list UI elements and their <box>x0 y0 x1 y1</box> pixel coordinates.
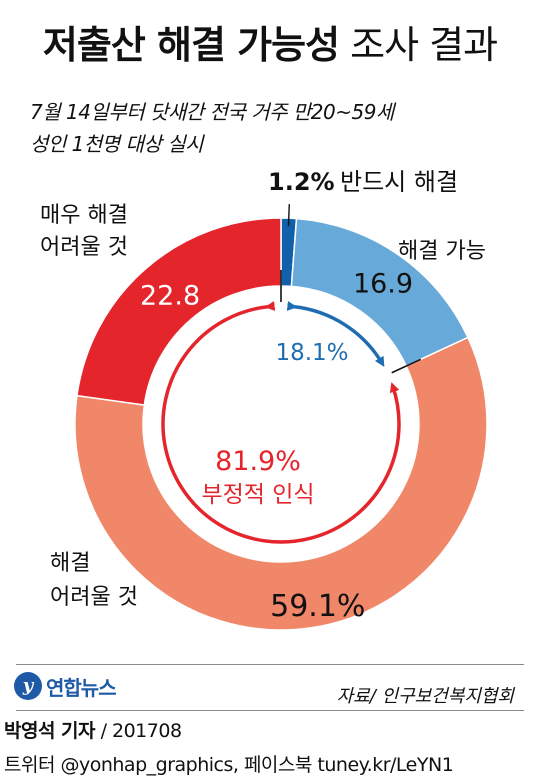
yonhap-logo: y 연합뉴스 <box>14 670 144 704</box>
slice-label-definitely-solvable: 반드시 해결 <box>340 168 458 196</box>
slice-value-hard: 59.1% <box>270 589 365 624</box>
slice-value-definitely-solvable: 1.2% <box>268 168 335 196</box>
title-sub: 조사 결과 <box>350 23 498 67</box>
byline: 박영석 기자 / 201708 <box>4 716 182 743</box>
yonhap-logo-text: 연합뉴스 <box>46 676 117 700</box>
source-note: 자료/ 인구보건복지협회 <box>336 686 514 707</box>
donut-slices <box>74 217 488 631</box>
donut-overlay <box>161 204 422 544</box>
slice-hard <box>74 336 488 631</box>
title-main: 저출산 해결 가능성 <box>42 23 340 67</box>
slice-label-solvable: 해결 가능 <box>398 239 486 264</box>
byline-author: 박영석 기자 <box>4 720 96 742</box>
subtitle-line-1: 7월 14일부터 닷새간 전국 거주 만20~59세 <box>30 100 394 124</box>
negative-total-value: 81.9% <box>215 446 301 477</box>
slice-value-solvable: 16.9 <box>353 269 413 300</box>
leader-line-definitely-solvable <box>287 204 290 227</box>
page-title: 저출산 해결 가능성 조사 결과 <box>0 14 540 69</box>
negative-total-label: 부정적 인식 <box>201 482 314 508</box>
subtitle-line-2: 성인 1천명 대상 실시 <box>30 132 204 156</box>
byline-date: / 201708 <box>100 720 182 742</box>
slice-very-hard <box>76 217 282 406</box>
slice-label-hard-line-2: 어려울 것 <box>50 585 138 610</box>
slice-label-very-hard-line-1: 매우 해결 <box>40 203 128 228</box>
slice-label-hard-line-1: 해결 <box>50 551 90 576</box>
positive-total-value: 18.1% <box>275 340 348 366</box>
yonhap-logo-icon: y <box>14 672 42 700</box>
divider-top <box>16 664 524 665</box>
slice-value-very-hard: 22.8 <box>140 280 200 311</box>
negative-share-arrow <box>161 301 401 544</box>
social-links: 트위터 @yonhap_graphics, 페이스북 tuney.kr/LeYN… <box>4 754 454 776</box>
divider-bottom <box>16 710 524 711</box>
slice-label-very-hard-line-2: 어려울 것 <box>40 235 128 260</box>
